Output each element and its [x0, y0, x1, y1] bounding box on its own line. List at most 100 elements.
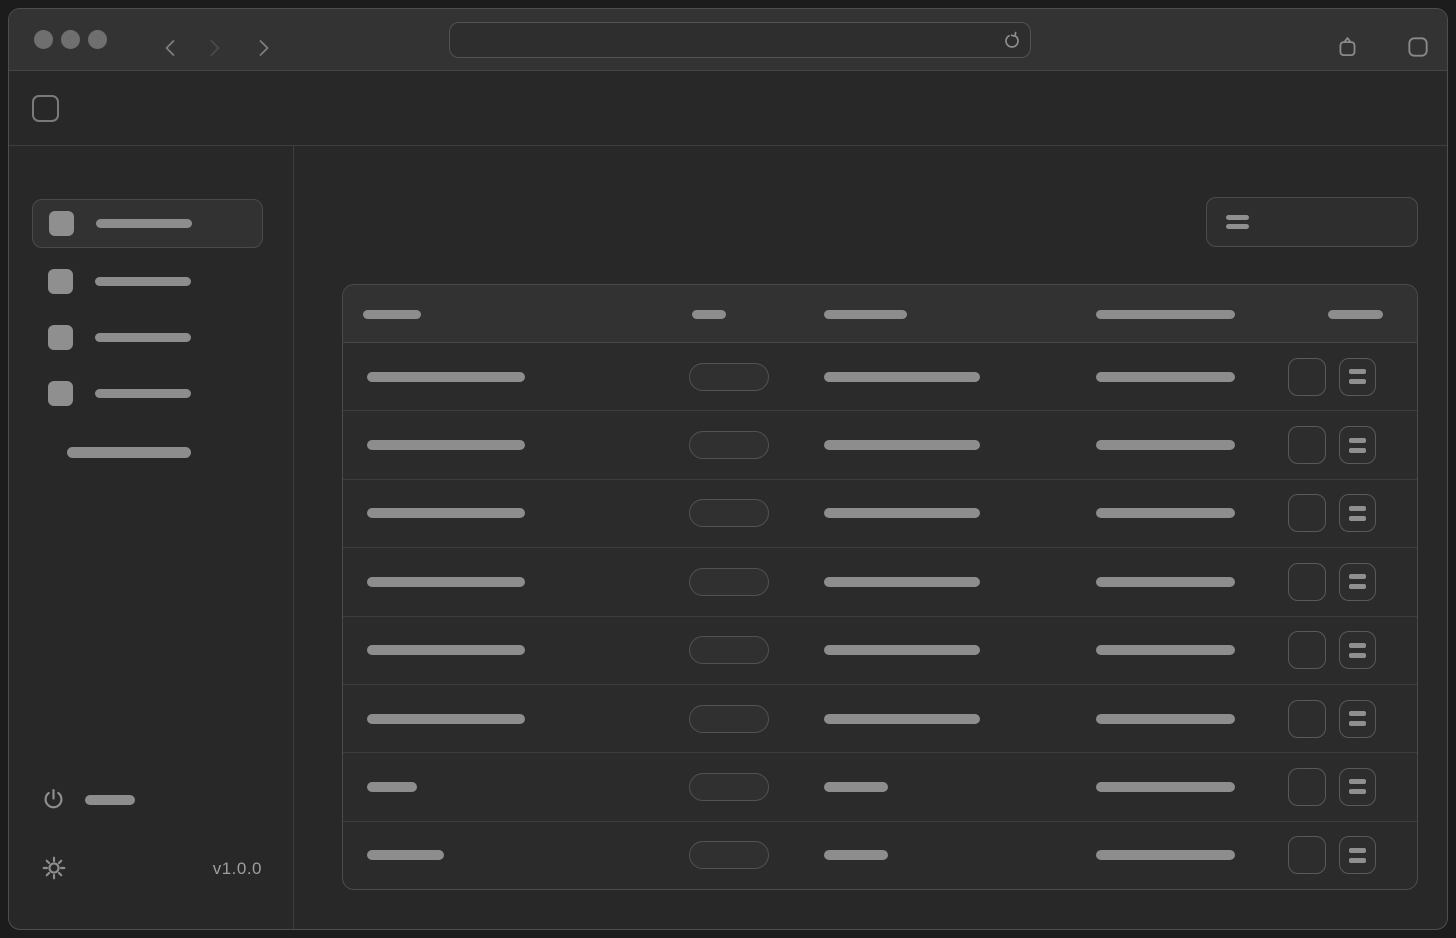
status-badge [689, 431, 769, 460]
cell-text-skeleton [824, 713, 980, 724]
sidebar-item-4[interactable] [32, 369, 263, 418]
share-icon [1335, 34, 1361, 60]
status-badge [689, 362, 769, 391]
new-tab-button[interactable] [1405, 34, 1431, 60]
row-menu-button[interactable] [1339, 562, 1376, 601]
logout-button[interactable] [41, 787, 135, 812]
cell-text-skeleton [367, 371, 525, 382]
back-button[interactable] [159, 36, 183, 60]
row-action-button[interactable] [1288, 426, 1326, 465]
next-button[interactable] [251, 36, 275, 60]
nav-item-icon [49, 211, 74, 236]
column-header-skeleton [363, 310, 421, 319]
app-version: v1.0.0 [212, 859, 262, 878]
row-menu-button[interactable] [1339, 631, 1376, 670]
cell-text-skeleton [367, 645, 525, 656]
browser-titlebar [9, 9, 1447, 71]
status-badge [689, 841, 769, 870]
row-menu-button[interactable] [1339, 494, 1376, 533]
cell-text-skeleton [367, 440, 525, 451]
nav-item-label-skeleton [95, 333, 191, 342]
share-button[interactable] [1335, 34, 1361, 60]
sidebar-item-3[interactable] [32, 313, 263, 362]
sidebar-item-active[interactable] [32, 199, 263, 248]
cell-text-skeleton [367, 781, 417, 792]
sidebar: v1.0.0 [9, 146, 294, 929]
status-badge [689, 567, 769, 596]
tabs-icon [1405, 34, 1431, 60]
menu-lines-icon [1349, 505, 1366, 521]
chevron-left-icon [159, 36, 183, 60]
filter-button[interactable] [1206, 197, 1418, 247]
row-action-button[interactable] [1288, 767, 1326, 806]
cell-text-skeleton [1096, 781, 1235, 792]
cell-text-skeleton [367, 576, 525, 587]
logout-label-skeleton [85, 794, 135, 805]
column-header-skeleton [692, 310, 726, 319]
nav-item-label-skeleton [95, 277, 191, 286]
minimize-window-button[interactable] [61, 30, 80, 49]
menu-lines-icon [1349, 847, 1366, 863]
forward-button-disabled[interactable] [202, 36, 226, 60]
menu-lines-icon [1349, 642, 1366, 658]
table-row [343, 478, 1417, 547]
table-row [343, 820, 1417, 889]
url-input[interactable] [462, 23, 992, 57]
sidebar-item-2[interactable] [32, 257, 263, 306]
url-bar[interactable] [449, 22, 1031, 58]
menu-lines-icon [1349, 369, 1366, 385]
status-badge [689, 704, 769, 733]
table-row [343, 752, 1417, 820]
cell-text-skeleton [1096, 440, 1235, 451]
row-action-button[interactable] [1288, 494, 1326, 533]
menu-lines-icon [1349, 574, 1366, 590]
table-row [343, 343, 1417, 410]
nav-item-icon [48, 381, 73, 406]
row-menu-button[interactable] [1339, 767, 1376, 806]
row-action-button[interactable] [1288, 631, 1326, 670]
cell-text-skeleton [824, 781, 888, 792]
data-table [342, 284, 1418, 890]
cell-text-skeleton [824, 645, 980, 656]
reload-button[interactable] [1002, 31, 1022, 51]
row-action-button[interactable] [1288, 836, 1326, 875]
zoom-window-button[interactable] [88, 30, 107, 49]
row-action-button[interactable] [1288, 357, 1326, 396]
row-menu-button[interactable] [1339, 836, 1376, 875]
cell-text-skeleton [1096, 371, 1235, 382]
close-window-button[interactable] [34, 30, 53, 49]
cell-text-skeleton [1096, 645, 1235, 656]
row-action-button[interactable] [1288, 562, 1326, 601]
cell-text-skeleton [1096, 850, 1235, 861]
power-icon [41, 787, 66, 812]
cell-text-skeleton [1096, 508, 1235, 519]
theme-toggle-button[interactable] [41, 855, 67, 881]
table-row [343, 683, 1417, 752]
table-row [343, 547, 1417, 615]
row-action-button[interactable] [1288, 699, 1326, 738]
sidebar-section-label-skeleton [67, 447, 191, 458]
nav-item-label-skeleton [96, 219, 192, 228]
app-header [9, 71, 1447, 146]
cell-text-skeleton [824, 508, 980, 519]
filter-icon [1226, 215, 1249, 229]
cell-text-skeleton [1096, 576, 1235, 587]
row-menu-button[interactable] [1339, 357, 1376, 396]
cell-text-skeleton [367, 850, 444, 861]
reload-icon [1002, 31, 1022, 51]
nav-item-icon [48, 325, 73, 350]
table-row [343, 615, 1417, 684]
table-header [343, 285, 1417, 343]
cell-text-skeleton [824, 576, 980, 587]
main-content [294, 146, 1447, 929]
status-badge [689, 636, 769, 665]
table-body [343, 343, 1417, 889]
column-header-skeleton [1328, 310, 1383, 319]
row-menu-button[interactable] [1339, 426, 1376, 465]
status-badge [689, 772, 769, 801]
column-header-skeleton [824, 310, 907, 319]
cell-text-skeleton [367, 713, 525, 724]
menu-lines-icon [1349, 779, 1366, 795]
row-menu-button[interactable] [1339, 699, 1376, 738]
